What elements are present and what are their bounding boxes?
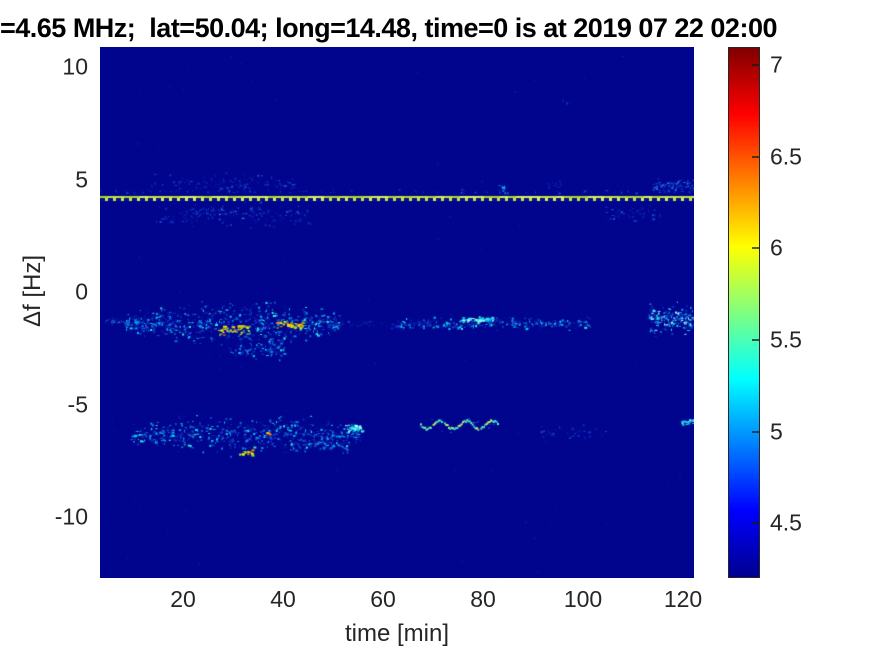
colorbar-tick-mark xyxy=(752,522,759,525)
colorbar-tick-mark xyxy=(752,64,759,67)
y-tick-label: -10 xyxy=(54,503,88,530)
spectrogram-plot-area xyxy=(100,47,694,578)
colorbar-tick-mark xyxy=(752,338,759,341)
colorbar-tick-label: 6 xyxy=(770,234,783,261)
colorbar-tick-label: 4.5 xyxy=(770,509,802,536)
x-axis-label: time [min] xyxy=(344,620,450,647)
y-tick-label: -5 xyxy=(67,391,88,418)
x-tick-label: 60 xyxy=(370,586,396,612)
y-tick-label: 10 xyxy=(62,53,88,80)
colorbar-tick-label: 5.5 xyxy=(770,326,802,353)
colorbar xyxy=(728,47,760,578)
colorbar-tick-label: 5 xyxy=(770,418,783,445)
colorbar-tick-label: 6.5 xyxy=(770,143,802,170)
x-tick-label: 40 xyxy=(270,586,296,612)
y-tick-label: 0 xyxy=(75,278,88,305)
colorbar-tick-mark xyxy=(752,430,759,433)
colorbar-tick-label: 7 xyxy=(770,51,783,78)
x-tick-label: 20 xyxy=(170,586,196,612)
x-tick-label: 100 xyxy=(563,586,603,612)
colorbar-tick-mark xyxy=(752,155,759,158)
spectrogram-heatmap xyxy=(100,47,694,578)
colorbar-tick-mark xyxy=(752,247,759,250)
x-tick-label: 120 xyxy=(663,586,703,612)
chart-title: =4.65 MHz; lat=50.04; long=14.48, time=0… xyxy=(0,13,777,43)
y-tick-label: 5 xyxy=(75,166,88,193)
x-tick-label: 80 xyxy=(470,586,496,612)
